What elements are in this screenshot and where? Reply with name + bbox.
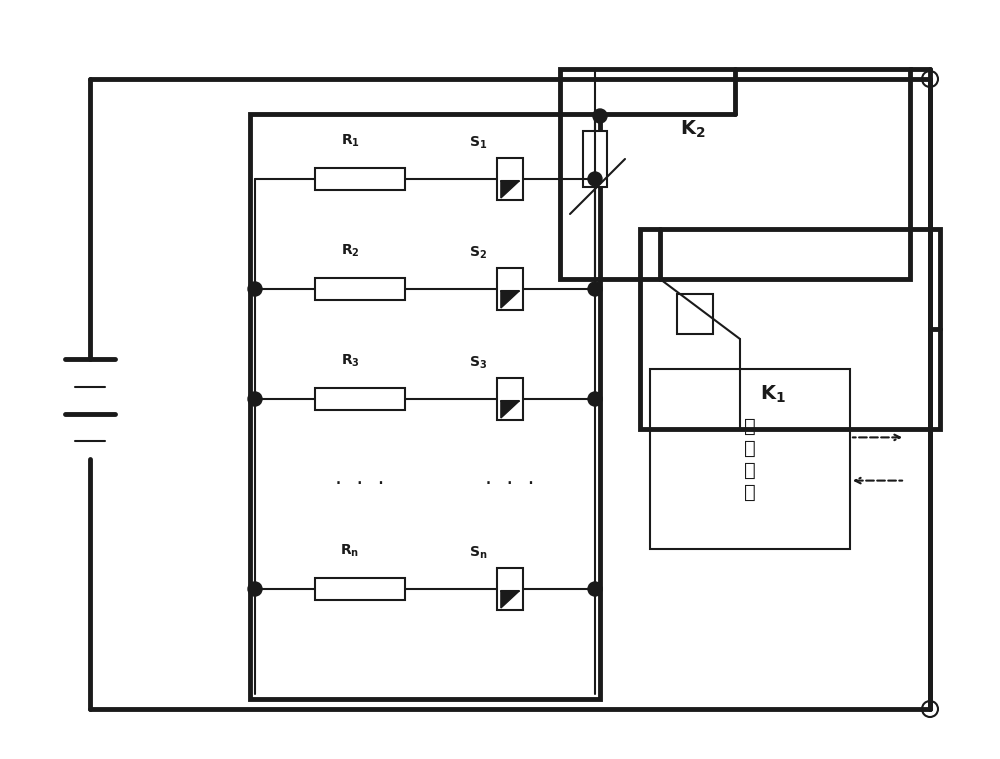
Text: $\mathbf{R_2}$: $\mathbf{R_2}$ [341,243,359,259]
Text: $\mathbf{S_2}$: $\mathbf{S_2}$ [469,244,487,261]
Bar [497,158,523,200]
Text: $\mathbf{S_n}$: $\mathbf{S_n}$ [469,545,487,561]
Polygon shape [501,591,519,608]
Circle shape [593,109,607,123]
Text: $\mathbf{K_2}$: $\mathbf{K_2}$ [680,118,706,140]
Circle shape [588,172,602,186]
Text: $\mathbf{S_3}$: $\mathbf{S_3}$ [469,354,487,371]
Text: 控
制
设
备: 控 制 设 备 [744,417,756,502]
Bar [315,278,405,300]
Bar [640,229,940,429]
Circle shape [248,282,262,296]
Bar [250,114,600,699]
Polygon shape [501,401,519,418]
Text: $\mathbf{R_1}$: $\mathbf{R_1}$ [341,133,359,149]
Bar [315,388,405,410]
Bar [315,168,405,190]
Circle shape [588,582,602,596]
Bar [677,294,713,334]
Text: ·  ·  ·: · · · [485,474,535,494]
Circle shape [588,392,602,406]
Bar [497,378,523,420]
Bar [497,568,523,610]
Circle shape [588,282,602,296]
Bar [650,369,850,549]
Circle shape [248,392,262,406]
Polygon shape [501,291,519,308]
Bar [315,578,405,600]
Text: $\mathbf{K_1}$: $\mathbf{K_1}$ [760,383,786,405]
Text: $\mathbf{R_3}$: $\mathbf{R_3}$ [341,353,359,369]
Text: $\mathbf{R_n}$: $\mathbf{R_n}$ [340,543,360,559]
Circle shape [248,582,262,596]
Bar [497,268,523,310]
Bar [560,69,910,279]
Text: ·  ·  ·: · · · [335,474,385,494]
Polygon shape [501,181,519,198]
Text: $\mathbf{S_1}$: $\mathbf{S_1}$ [469,134,487,151]
Bar [583,131,607,187]
